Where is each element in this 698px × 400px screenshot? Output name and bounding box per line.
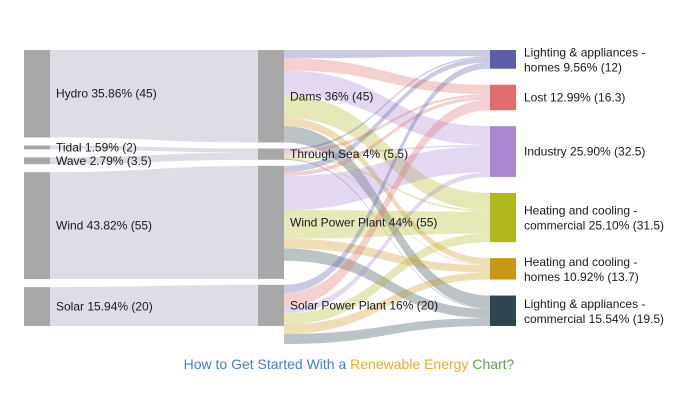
node-label-lah: Lighting & appliances -homes 9.56% (12) (524, 45, 645, 74)
node-dams (258, 50, 284, 143)
node-label-hch: Heating and cooling -homes 10.92% (13.7) (524, 255, 639, 284)
link-dams-to-hcc (284, 95, 490, 211)
link-windplant-to-hch (284, 238, 490, 273)
node-lah (490, 50, 516, 69)
node-lac (490, 295, 516, 326)
node-label-wind: Wind 43.82% (55) (56, 219, 152, 233)
node-label-dams: Dams 36% (45) (290, 89, 373, 103)
node-label-tidal: Tidal 1.59% (2) (56, 140, 137, 154)
caption-part-1: How to Get Started With a (183, 356, 351, 372)
node-windplant (258, 165, 284, 279)
node-hcc (490, 192, 516, 243)
link-solarplant-to-lah (284, 62, 490, 294)
link-windplant-to-lah (284, 57, 490, 172)
link-solarplant-to-hch (284, 272, 490, 334)
link-solarplant-to-lost (284, 99, 490, 308)
link-solarplant-to-hcc (284, 233, 490, 325)
link-windplant-to-hcc (284, 210, 490, 239)
node-label-solar: Solar 15.94% (20) (56, 300, 153, 314)
link-sea-to-lah (284, 56, 490, 151)
link-dams-to-lac (284, 126, 490, 309)
link-solarplant-to-industry (284, 172, 490, 314)
link-tidal-to-sea (50, 145, 258, 153)
node-label-wave: Wave 2.79% (3.5) (56, 154, 152, 168)
node-label-solarplant: Solar Power Plant 16% (20) (290, 298, 438, 312)
node-label-lac: Lighting & appliances -commercial 15.54%… (524, 297, 664, 326)
sankey-chart: Hydro 35.86% (45) Tidal 1.59% (2)Wave 2.7… (24, 45, 664, 345)
node-solar (24, 287, 50, 326)
link-sea-to-lost (284, 94, 490, 154)
link-windplant-to-lost (284, 96, 490, 177)
node-solarplant (258, 284, 284, 326)
node-label-lost: Lost 12.99% (16.3) (524, 90, 625, 104)
chart-caption: How to Get Started With a Renewable Ener… (0, 356, 698, 372)
caption-part-3: Chart? (468, 356, 515, 372)
node-wind (24, 172, 50, 280)
node-tidal (24, 145, 50, 150)
node-wave (24, 157, 50, 165)
link-solar-to-solarplant (50, 284, 258, 326)
caption-part-2: Renewable Energy (350, 356, 469, 372)
link-dams-to-industry (284, 70, 490, 145)
link-hydro-to-dams (50, 50, 258, 143)
labels-layer: Hydro 35.86% (45) Tidal 1.59% (2)Wave 2.7… (56, 45, 664, 325)
link-solarplant-to-lac (284, 318, 490, 345)
link-dams-to-lah (284, 50, 490, 59)
link-sea-to-hcc (284, 155, 490, 212)
link-dams-to-hch (284, 117, 490, 265)
link-wind-to-windplant (50, 165, 258, 280)
link-windplant-to-lac (284, 248, 490, 319)
node-hydro (24, 50, 50, 138)
link-sea-to-lac (284, 158, 490, 309)
nodes-layer (24, 50, 516, 326)
node-label-sea: Through Sea 4% (5.5) (290, 147, 408, 161)
node-sea (258, 148, 284, 160)
node-label-industry: Industry 25.90% (32.5) (524, 145, 645, 159)
node-label-windplant: Wind Power Plant 44% (55) (290, 215, 437, 229)
node-lost (490, 84, 516, 111)
link-sea-to-hch (284, 157, 490, 266)
link-sea-to-industry (284, 144, 490, 156)
node-industry (490, 126, 516, 177)
node-hch (490, 258, 516, 280)
links-layer (50, 50, 490, 345)
link-wave-to-sea (50, 152, 258, 165)
node-label-hcc: Heating and cooling -commercial 25.10% (… (524, 204, 664, 233)
link-windplant-to-industry (284, 146, 490, 211)
link-dams-to-lost (284, 58, 490, 95)
node-label-hydro: Hydro 35.86% (45) (56, 87, 157, 101)
